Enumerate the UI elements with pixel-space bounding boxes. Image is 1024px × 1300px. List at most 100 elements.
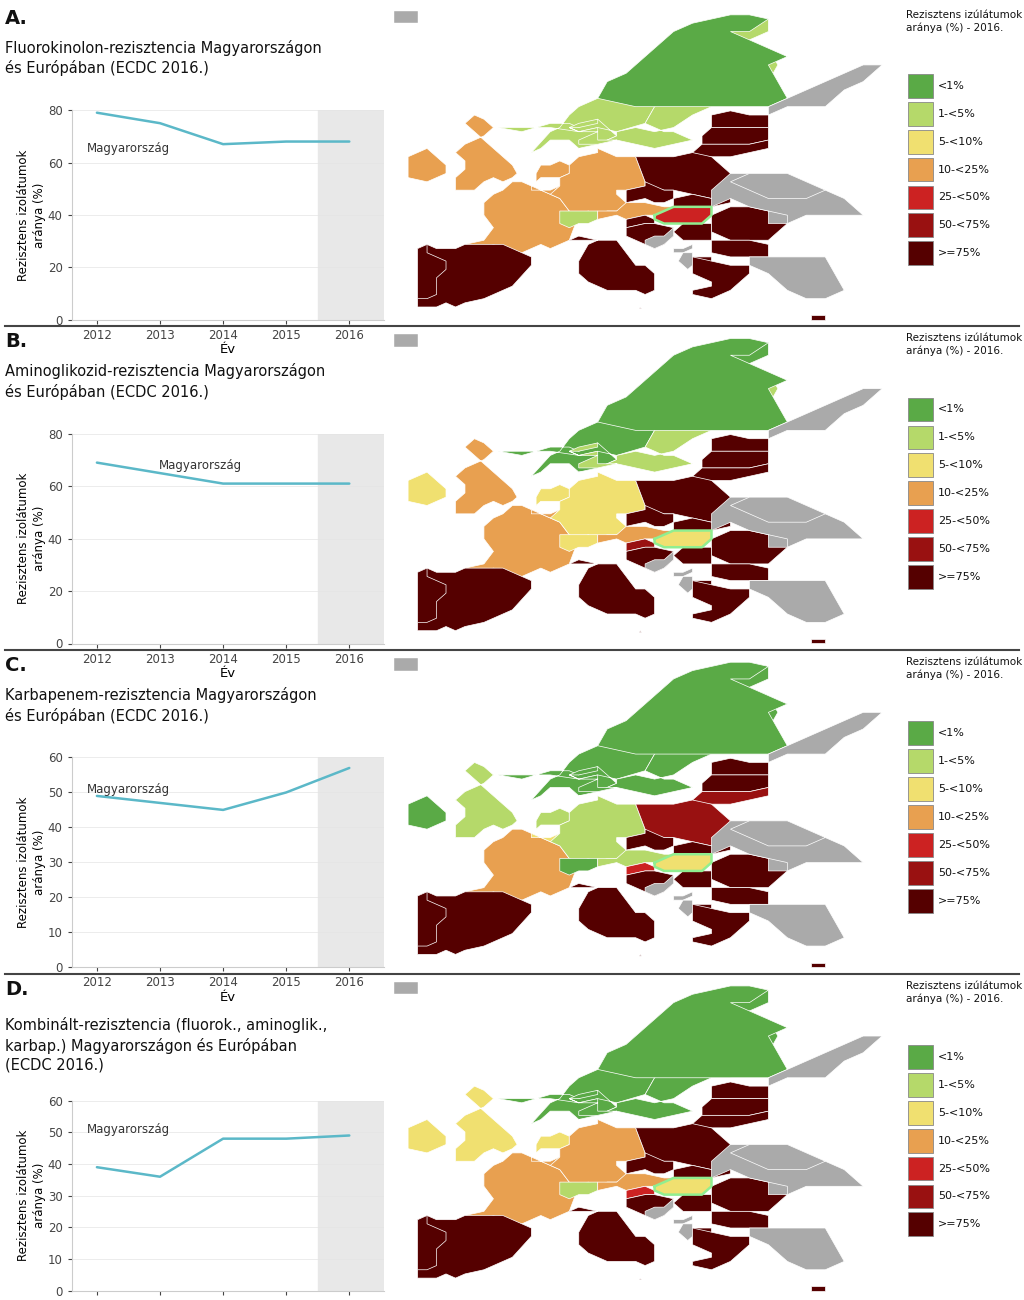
Polygon shape <box>598 364 778 472</box>
Polygon shape <box>531 833 569 841</box>
Polygon shape <box>712 820 863 871</box>
Y-axis label: Rezisztens izolátumok
aránya (%): Rezisztens izolátumok aránya (%) <box>17 473 46 604</box>
Polygon shape <box>768 1182 787 1195</box>
Bar <box>908 130 933 153</box>
Polygon shape <box>674 547 712 564</box>
Bar <box>908 537 933 562</box>
Polygon shape <box>456 114 517 190</box>
Polygon shape <box>560 534 598 551</box>
Text: Kombinált-rezisztencia (fluorok., aminoglik.,
karbap.) Magyarországon és Európáb: Kombinált-rezisztencia (fluorok., aminog… <box>5 1017 328 1072</box>
Polygon shape <box>654 530 712 547</box>
Polygon shape <box>498 985 768 1123</box>
Polygon shape <box>626 224 674 248</box>
Polygon shape <box>712 497 863 547</box>
Polygon shape <box>555 510 564 517</box>
Text: 25-<50%: 25-<50% <box>938 1164 990 1174</box>
Polygon shape <box>537 161 569 182</box>
Polygon shape <box>550 148 645 216</box>
Polygon shape <box>811 640 825 644</box>
Polygon shape <box>654 1178 712 1195</box>
Polygon shape <box>712 207 787 240</box>
Polygon shape <box>560 1182 598 1199</box>
Polygon shape <box>702 451 768 468</box>
X-axis label: Év: Év <box>220 667 236 680</box>
X-axis label: Év: Év <box>220 991 236 1004</box>
Text: 10-<25%: 10-<25% <box>938 489 990 498</box>
Polygon shape <box>626 863 654 875</box>
Polygon shape <box>768 858 787 871</box>
Y-axis label: Rezisztens izolátumok
aránya (%): Rezisztens izolátumok aránya (%) <box>17 797 46 928</box>
Bar <box>908 889 933 913</box>
Bar <box>317 758 384 967</box>
Polygon shape <box>730 1144 825 1170</box>
Polygon shape <box>550 1119 645 1187</box>
Polygon shape <box>674 517 730 530</box>
Polygon shape <box>712 111 768 127</box>
Polygon shape <box>678 576 692 593</box>
Text: 10-<25%: 10-<25% <box>938 1136 990 1145</box>
Text: 5-<10%: 5-<10% <box>938 1108 983 1118</box>
Bar <box>908 454 933 477</box>
Text: >=75%: >=75% <box>938 248 981 259</box>
Bar <box>317 434 384 644</box>
Polygon shape <box>418 1216 531 1278</box>
Polygon shape <box>409 472 446 506</box>
Polygon shape <box>598 688 778 796</box>
Y-axis label: Rezisztens izolátumok
aránya (%): Rezisztens izolátumok aránya (%) <box>17 1130 46 1261</box>
Polygon shape <box>639 954 641 955</box>
Polygon shape <box>712 564 768 581</box>
Polygon shape <box>598 526 674 543</box>
Polygon shape <box>639 1278 641 1279</box>
Polygon shape <box>692 140 768 157</box>
Polygon shape <box>712 1212 768 1228</box>
Text: Magyarország: Magyarország <box>87 1123 170 1136</box>
Polygon shape <box>560 858 598 875</box>
Text: Rezisztens izúlátumok
aránya (%) - 2016.: Rezisztens izúlátumok aránya (%) - 2016. <box>906 9 1023 32</box>
Bar <box>908 242 933 265</box>
Polygon shape <box>598 1174 674 1191</box>
Polygon shape <box>569 120 616 148</box>
Polygon shape <box>636 476 730 523</box>
Text: <1%: <1% <box>938 728 965 738</box>
Polygon shape <box>598 662 787 754</box>
Polygon shape <box>712 1082 768 1098</box>
Polygon shape <box>418 244 446 299</box>
Polygon shape <box>730 497 825 523</box>
Polygon shape <box>569 884 654 942</box>
Polygon shape <box>674 244 692 252</box>
Bar <box>908 186 933 209</box>
Polygon shape <box>456 762 517 837</box>
Bar <box>908 425 933 450</box>
Polygon shape <box>569 443 616 472</box>
Text: Rezisztens izúlátumok
aránya (%) - 2016.: Rezisztens izúlátumok aránya (%) - 2016. <box>906 656 1023 680</box>
Polygon shape <box>569 767 616 796</box>
Text: C.: C. <box>5 656 27 675</box>
Polygon shape <box>394 658 418 671</box>
Polygon shape <box>531 510 569 517</box>
Polygon shape <box>712 530 787 564</box>
Polygon shape <box>692 257 750 299</box>
Polygon shape <box>555 833 564 841</box>
Text: <1%: <1% <box>938 404 965 415</box>
Polygon shape <box>811 1287 825 1291</box>
Polygon shape <box>626 506 674 526</box>
Bar <box>908 1101 933 1124</box>
Text: Rezisztens izúlátumok
aránya (%) - 2016.: Rezisztens izúlátumok aránya (%) - 2016. <box>906 333 1023 356</box>
Polygon shape <box>692 1112 768 1128</box>
Bar <box>908 74 933 98</box>
Polygon shape <box>645 1199 674 1219</box>
Polygon shape <box>498 662 768 800</box>
Polygon shape <box>409 796 446 829</box>
Bar <box>908 833 933 857</box>
Bar <box>908 805 933 829</box>
Text: B.: B. <box>5 333 28 351</box>
Polygon shape <box>626 829 674 850</box>
Text: <1%: <1% <box>938 1052 965 1062</box>
Text: >=75%: >=75% <box>938 896 981 906</box>
Polygon shape <box>645 227 674 248</box>
Polygon shape <box>639 307 641 308</box>
Polygon shape <box>275 52 380 82</box>
Polygon shape <box>645 551 674 572</box>
Polygon shape <box>598 338 787 430</box>
Polygon shape <box>750 905 844 946</box>
